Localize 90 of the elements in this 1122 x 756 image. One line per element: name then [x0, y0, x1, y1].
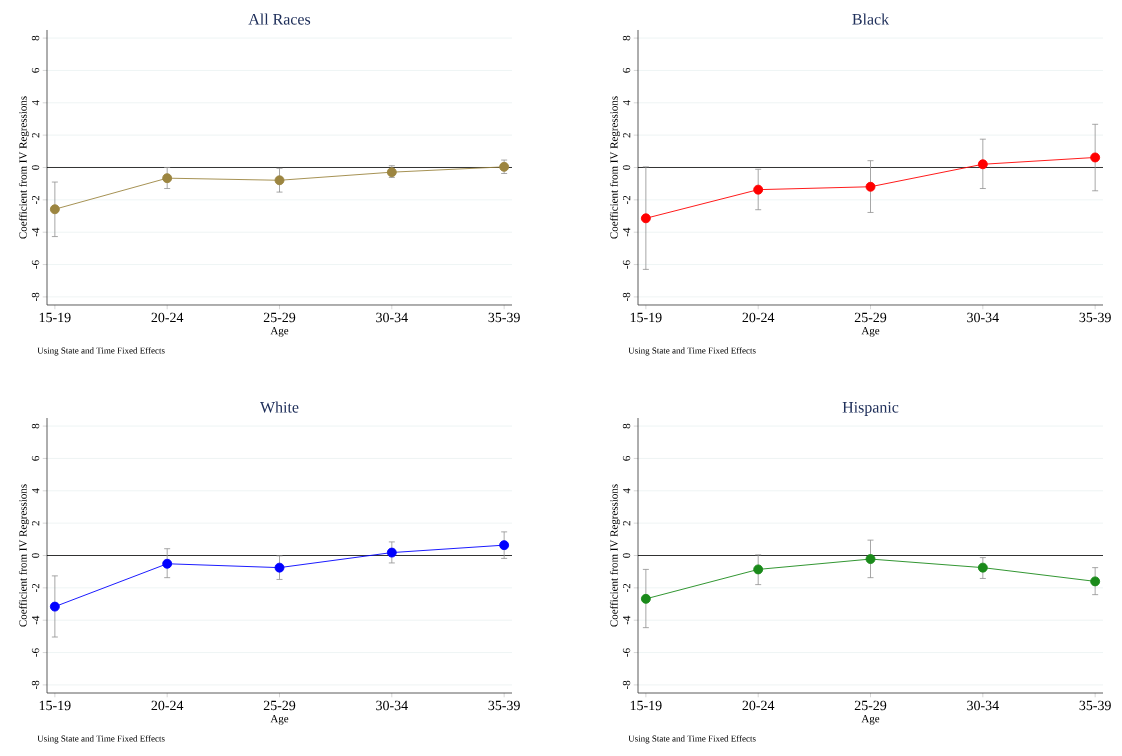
chart-title: All Races	[248, 13, 311, 25]
point	[162, 558, 173, 569]
y-tick-label: -6	[31, 260, 40, 269]
x-axis-title: Age	[270, 715, 289, 725]
point	[865, 181, 876, 192]
point	[1090, 576, 1101, 587]
x-tick-label: 35-39	[1079, 312, 1111, 323]
x-tick-label: 25-29	[263, 700, 296, 711]
x-tick-label: 35-39	[488, 700, 520, 711]
x-tick-label: 25-29	[263, 312, 296, 323]
y-tick-label: 8	[31, 423, 40, 429]
y-tick-label: 6	[622, 456, 631, 461]
x-tick-label: 15-19	[630, 700, 662, 711]
y-axis-title: Coefficient from IV Regressions	[609, 96, 620, 239]
x-tick-label: 20-24	[151, 312, 184, 323]
point	[865, 554, 876, 565]
x-axis-title: Age	[861, 715, 880, 725]
x-tick-label: 25-29	[854, 700, 887, 711]
y-tick-label: 0	[622, 553, 631, 558]
y-tick-label: -8	[31, 292, 40, 302]
y-tick-label: -4	[32, 615, 40, 625]
y-tick-label: 4	[623, 100, 631, 106]
chart-title: Black	[852, 13, 890, 25]
y-tick-label: -4	[623, 615, 631, 625]
x-tick-label: 20-24	[151, 700, 184, 711]
point	[499, 540, 510, 551]
y-tick-label: 2	[622, 133, 631, 138]
x-tick-label: 15-19	[39, 700, 71, 711]
y-tick-label: -6	[31, 648, 40, 657]
y-tick-label: -2	[31, 195, 40, 205]
chart-title: Hispanic	[842, 401, 899, 416]
point	[753, 184, 764, 195]
y-tick-label: 0	[31, 165, 40, 170]
point	[1090, 152, 1101, 163]
x-tick-label: 30-34	[967, 700, 999, 711]
y-tick-label: 8	[622, 423, 631, 429]
y-tick-label: 0	[31, 553, 40, 558]
x-tick-label: 20-24	[742, 700, 775, 711]
y-tick-label: 0	[622, 165, 631, 170]
x-tick-label: 15-19	[39, 312, 71, 323]
x-tick-label: 30-34	[967, 312, 999, 323]
y-tick-label: 2	[31, 133, 40, 138]
x-tick-label: 30-34	[376, 700, 408, 711]
y-axis-title: Coefficient from IV Regressions	[18, 484, 29, 627]
y-tick-label: -8	[622, 680, 631, 690]
y-tick-label: -2	[622, 583, 631, 593]
x-tick-label: 35-39	[488, 312, 520, 323]
y-tick-label: 6	[31, 68, 40, 73]
point	[640, 593, 651, 604]
x-axis-title: Age	[861, 327, 880, 337]
point	[274, 175, 285, 186]
y-tick-label: -2	[31, 583, 40, 593]
x-axis-title: Age	[270, 327, 289, 337]
point	[977, 562, 988, 573]
point	[162, 173, 173, 184]
point	[640, 213, 651, 224]
y-tick-label: 8	[622, 35, 631, 41]
text: Using State and Time Fixed Effects	[628, 347, 756, 356]
y-tick-label: 6	[31, 456, 40, 461]
y-tick-label: 4	[32, 100, 40, 106]
y-tick-label: -8	[31, 680, 40, 690]
point	[386, 547, 397, 558]
x-tick-label: 35-39	[1079, 700, 1111, 711]
point	[753, 564, 764, 575]
y-tick-label: 2	[31, 521, 40, 526]
y-tick-label: -6	[622, 260, 631, 269]
y-tick-label: -4	[32, 227, 40, 237]
y-axis-title: Coefficient from IV Regressions	[609, 484, 620, 627]
text: Using State and Time Fixed Effects	[37, 735, 165, 744]
y-tick-label: -2	[622, 195, 631, 205]
y-tick-label: 4	[32, 488, 40, 494]
y-tick-label: 2	[622, 521, 631, 526]
point	[274, 562, 285, 573]
y-axis-title: Coefficient from IV Regressions	[18, 96, 29, 239]
point	[977, 159, 988, 170]
text: Using State and Time Fixed Effects	[628, 735, 756, 744]
y-tick-label: -6	[622, 648, 631, 657]
point	[49, 601, 60, 612]
x-tick-label: 15-19	[630, 312, 662, 323]
x-tick-label: 30-34	[376, 312, 408, 323]
point	[49, 204, 60, 215]
chart-title: White	[260, 401, 299, 413]
y-tick-label: 6	[622, 68, 631, 73]
x-tick-label: 20-24	[742, 312, 775, 323]
x-tick-label: 25-29	[854, 312, 887, 323]
text: Using State and Time Fixed Effects	[37, 347, 165, 356]
y-tick-label: -4	[623, 227, 631, 237]
y-tick-label: 4	[623, 488, 631, 494]
y-tick-label: -8	[622, 292, 631, 302]
y-tick-label: 8	[31, 35, 40, 41]
